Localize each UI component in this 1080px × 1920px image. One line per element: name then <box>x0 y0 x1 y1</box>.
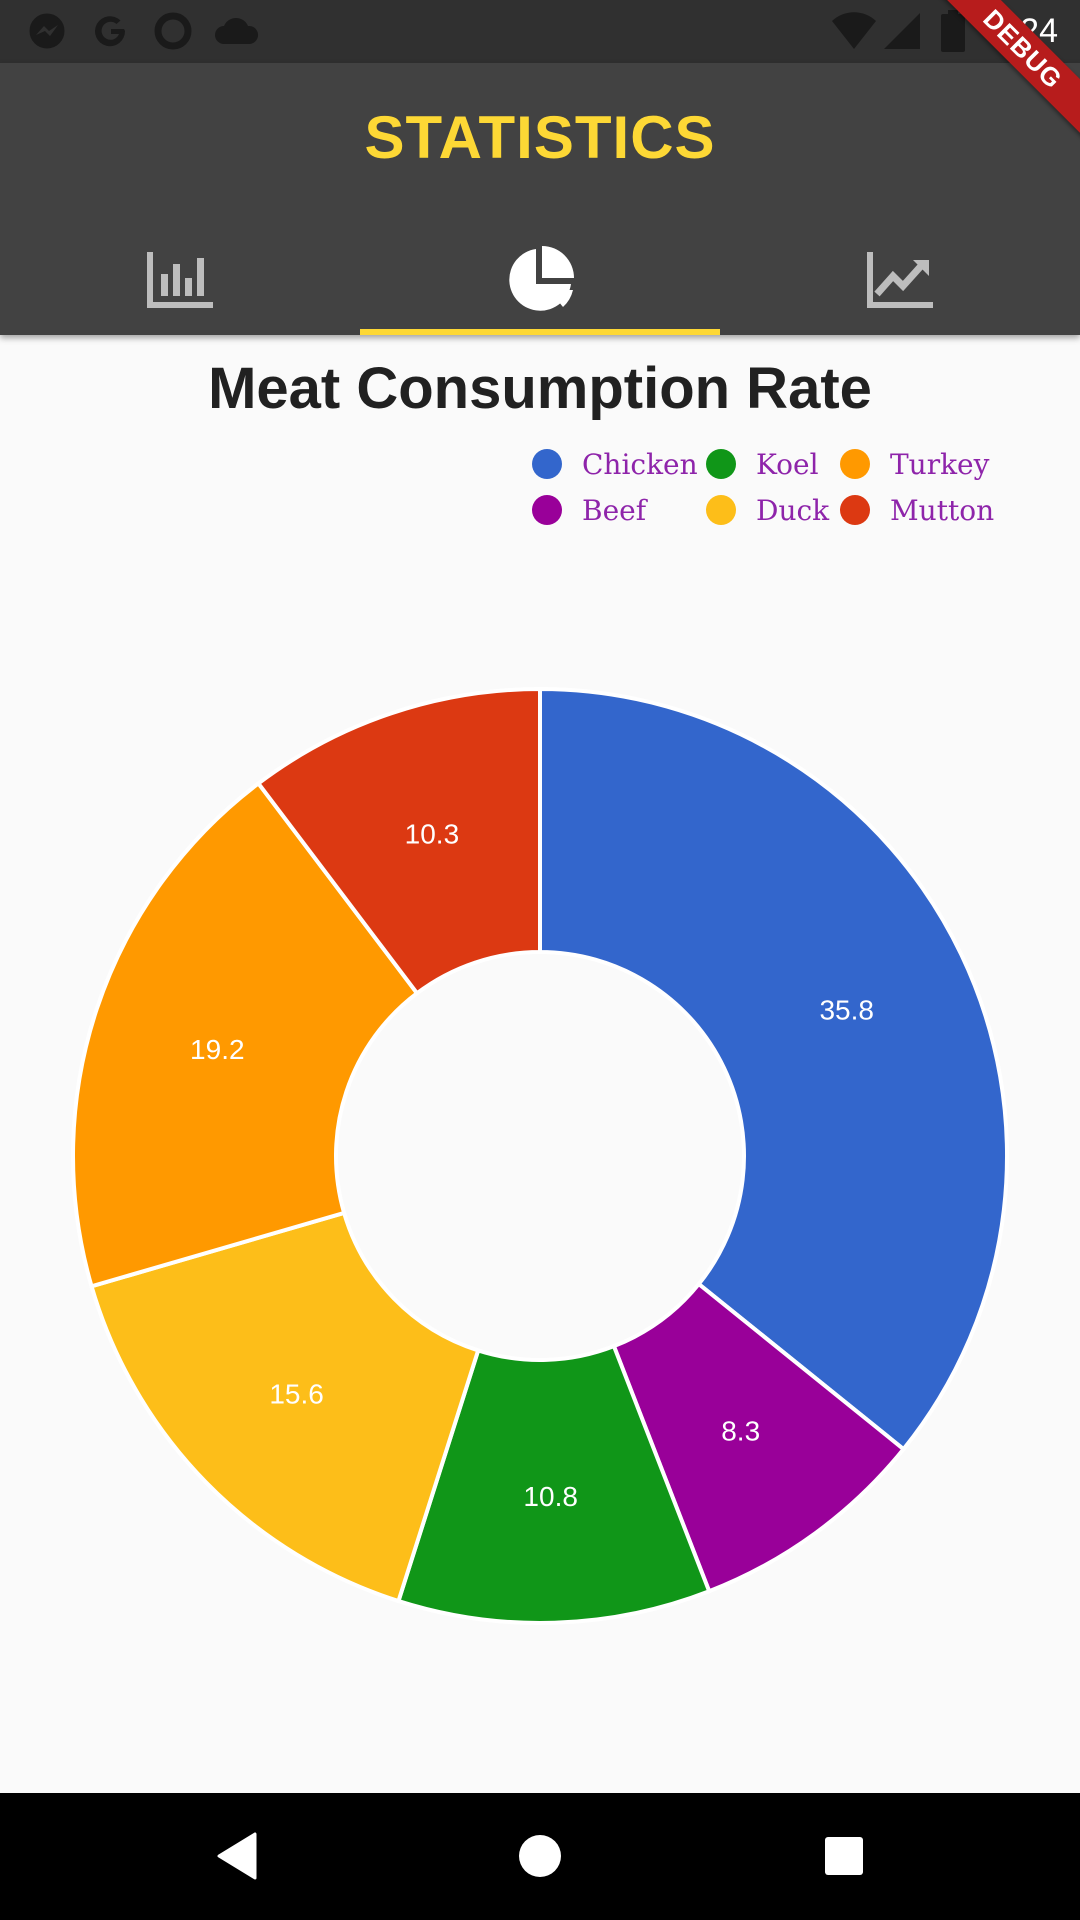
line-chart-icon <box>867 252 933 313</box>
slice-label-koel: 10.8 <box>523 1481 578 1512</box>
tab-line-chart[interactable] <box>720 230 1080 335</box>
legend-swatch <box>532 449 562 479</box>
legend-label: Beef <box>582 493 647 527</box>
donut-chart: 35.8 8.3 10.8 15.6 19.2 10.3 <box>71 686 1009 1625</box>
slice-label-turkey: 19.2 <box>190 1034 245 1065</box>
signal-icon <box>880 8 924 54</box>
pie-chart-icon <box>505 245 575 320</box>
slice-label-beef: 8.3 <box>721 1415 760 1446</box>
page-title: STATISTICS <box>364 104 716 171</box>
legend-swatch <box>840 449 870 479</box>
slice-turkey[interactable] <box>71 780 420 1289</box>
legend-label: Mutton <box>890 493 995 527</box>
recents-icon <box>823 1835 865 1882</box>
legend-swatch <box>840 495 870 525</box>
legend-item-koel: Koel <box>706 447 840 481</box>
slice-chicken[interactable] <box>538 686 1009 1452</box>
legend-item-chicken: Chicken <box>532 447 706 481</box>
home-button[interactable] <box>505 1823 575 1893</box>
bar-chart-icon <box>147 252 213 313</box>
cloud-icon <box>212 8 262 54</box>
google-icon <box>88 8 134 54</box>
tab-pie-chart[interactable] <box>360 230 720 335</box>
legend-label: Duck <box>756 493 830 527</box>
legend-label: Turkey <box>890 447 990 481</box>
slice-label-duck: 15.6 <box>269 1378 324 1409</box>
slice-label-mutton: 10.3 <box>405 819 460 850</box>
wifi-icon <box>830 8 878 54</box>
legend-label: Chicken <box>582 447 698 481</box>
messenger-icon <box>24 8 70 54</box>
legend-label: Koel <box>756 447 819 481</box>
legend-item-mutton: Mutton <box>840 493 1000 527</box>
slice-label-chicken: 35.8 <box>819 994 874 1025</box>
slice-koel[interactable] <box>395 1343 712 1625</box>
app-bar: STATISTICS <box>0 63 1080 335</box>
legend-swatch <box>706 449 736 479</box>
chart-title: Meat Consumption Rate <box>208 356 872 421</box>
slice-mutton[interactable] <box>255 686 542 997</box>
legend-swatch <box>706 495 736 525</box>
chart-legend: Chicken Koel Turkey Beef Duck Mutton <box>532 447 1012 527</box>
home-icon <box>517 1833 563 1884</box>
tab-indicator <box>360 329 720 335</box>
battery-icon <box>938 8 968 54</box>
tab-bar-chart[interactable] <box>0 230 360 335</box>
navigation-bar <box>0 1793 1080 1920</box>
slice-duck[interactable] <box>89 1210 481 1604</box>
status-bar: 7:24 <box>0 0 1080 63</box>
back-icon <box>215 1832 259 1885</box>
legend-item-beef: Beef <box>532 493 706 527</box>
legend-item-duck: Duck <box>706 493 840 527</box>
legend-item-turkey: Turkey <box>840 447 1000 481</box>
back-button[interactable] <box>202 1823 272 1893</box>
recents-button[interactable] <box>809 1823 879 1893</box>
legend-swatch <box>532 495 562 525</box>
slice-beef[interactable] <box>611 1281 907 1594</box>
circle-notification-icon <box>150 8 196 54</box>
